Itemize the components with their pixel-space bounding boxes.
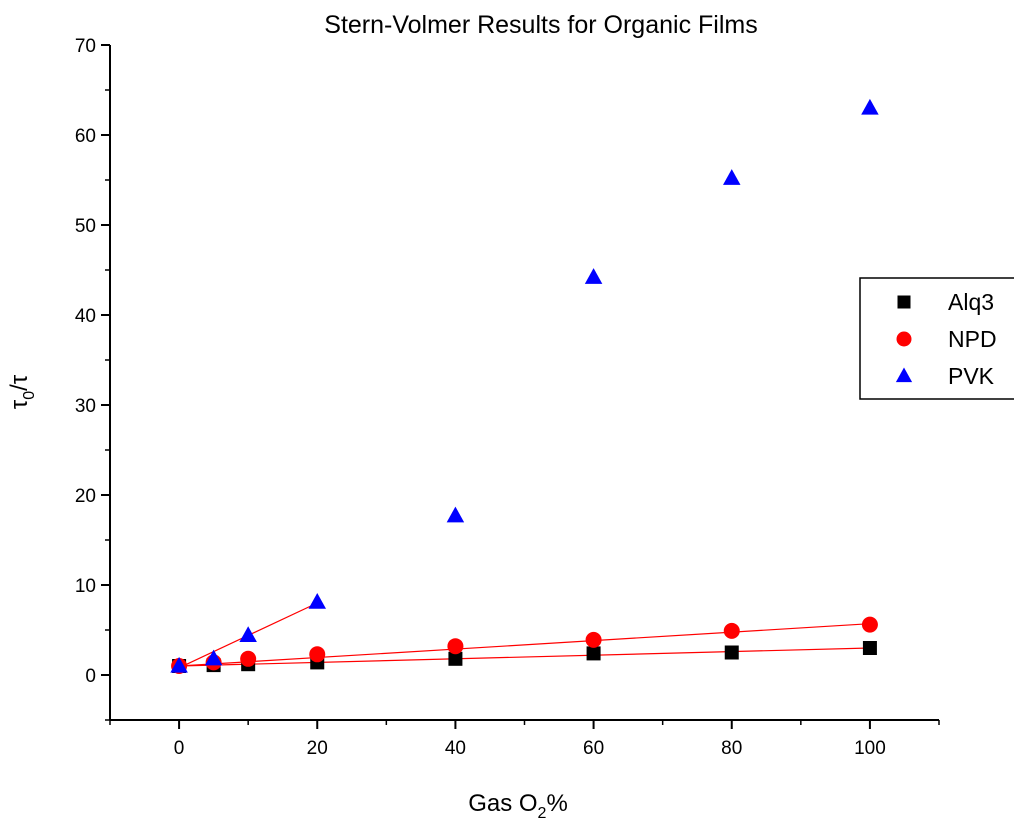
point-pvk [308,592,326,609]
point-pvk [446,506,465,523]
fit-line-npd [179,623,870,667]
axes [109,45,939,721]
x-tick-label: 60 [583,738,604,759]
point-pvk [723,169,741,185]
legend-frame [859,277,1014,400]
y-axis-label: τ0/τ [6,374,38,409]
fit-lines [178,602,870,669]
legend-label-alq3: Alq3 [948,289,994,315]
point-alq3 [862,641,877,655]
point-npd [240,650,257,667]
y-tick-label: 70 [75,36,96,57]
data-markers [170,98,879,674]
legend-marker-alq3 [897,295,911,309]
point-alq3 [448,651,463,666]
point-npd [447,638,464,655]
x-axis-label: Gas O2% [468,790,568,822]
x-axis-ticks: 0 20 40 60 80 100 [109,720,940,759]
y-tick-label: 10 [75,576,96,597]
x-tick-label: 40 [445,738,466,759]
y-tick-label: 20 [75,486,96,507]
point-npd [585,631,602,648]
y-tick-label: 30 [75,396,96,417]
point-pvk [239,626,257,643]
legend-marker-npd [896,331,912,347]
point-pvk [170,656,188,673]
y-axis-ticks: 0 10 20 30 40 50 60 70 [75,36,110,721]
point-pvk [861,98,879,115]
point-alq3 [724,645,739,660]
x-tick-label: 80 [721,738,742,759]
chart-title: Stern-Volmer Results for Organic Films [324,11,757,39]
point-npd [723,622,740,639]
legend-label-pvk: PVK [948,363,995,389]
legend-label-npd: NPD [948,326,997,352]
x-tick-label: 20 [307,738,328,759]
fit-line-alq3 [179,647,870,667]
legend: Alq3 NPD PVK [859,277,1014,400]
legend-marker-pvk [895,367,913,383]
x-tick-label: 100 [854,738,886,759]
point-pvk [584,268,603,284]
point-npd [861,616,878,633]
y-tick-label: 60 [75,126,96,147]
y-tick-label: 0 [85,666,96,687]
y-tick-label: 50 [75,216,96,237]
point-alq3 [586,646,601,661]
point-pvk [204,649,223,666]
point-npd [309,646,326,663]
x-tick-label: 0 [174,738,185,759]
y-tick-label: 40 [75,306,96,327]
